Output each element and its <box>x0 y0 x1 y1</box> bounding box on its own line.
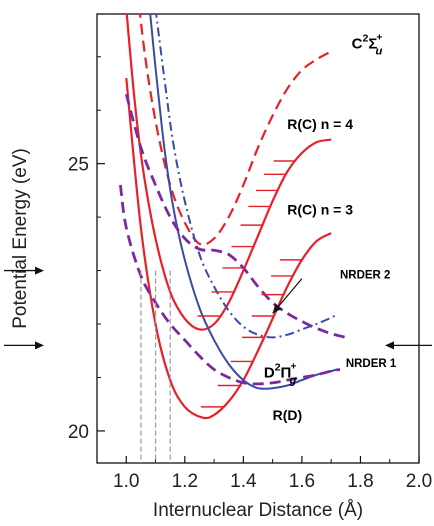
x-axis-title: Internuclear Distance (Å) <box>153 500 363 521</box>
x-tick-label: 1.2 <box>172 471 198 492</box>
label-nrder1: NRDER 1 <box>346 358 397 370</box>
x-tick-label: 1.6 <box>289 471 315 492</box>
curve-rd <box>155 14 338 339</box>
right-arrow-head <box>385 341 394 350</box>
left-arrow-head <box>35 341 44 350</box>
label-rd: R(D) <box>273 407 303 423</box>
pointer-arrow-head <box>272 303 282 314</box>
label-rc3: R(C) n = 3 <box>287 201 353 217</box>
x-tick-label: 2.0 <box>406 471 432 492</box>
label-rc4: R(C) n = 4 <box>287 116 353 132</box>
plot-frame <box>96 13 420 464</box>
marks <box>4 160 432 463</box>
curve-rc4 <box>125 14 332 331</box>
curve-rc3 <box>125 77 332 420</box>
labels: C2Σ+ u R(C) n = 4 R(C) n = 3 D2Π+ g R(D) NRDER … <box>264 32 397 423</box>
x-tick-label: 1.0 <box>113 471 139 492</box>
y-tick-label: 20 <box>68 422 89 443</box>
curve-nrder2 <box>124 93 347 339</box>
x-tick-label: 1.8 <box>347 471 373 492</box>
y-axis-title: Potential Energy (eV) <box>10 148 31 329</box>
left-arrow-head <box>35 266 44 275</box>
axes: 1.0 1.2 1.4 1.6 1.8 2.0 20 25 <box>68 13 432 492</box>
label-nrder2: NRDER 2 <box>340 270 390 282</box>
curve-c2su <box>138 14 332 246</box>
y-tick-label: 25 <box>68 155 89 176</box>
curves <box>119 14 347 420</box>
label-d2pg: D2Π+ g <box>264 360 297 386</box>
label-c2su: C2Σ+ u <box>352 32 383 58</box>
x-tick-label: 1.4 <box>230 471 257 492</box>
curve-nrder1 <box>119 184 341 386</box>
